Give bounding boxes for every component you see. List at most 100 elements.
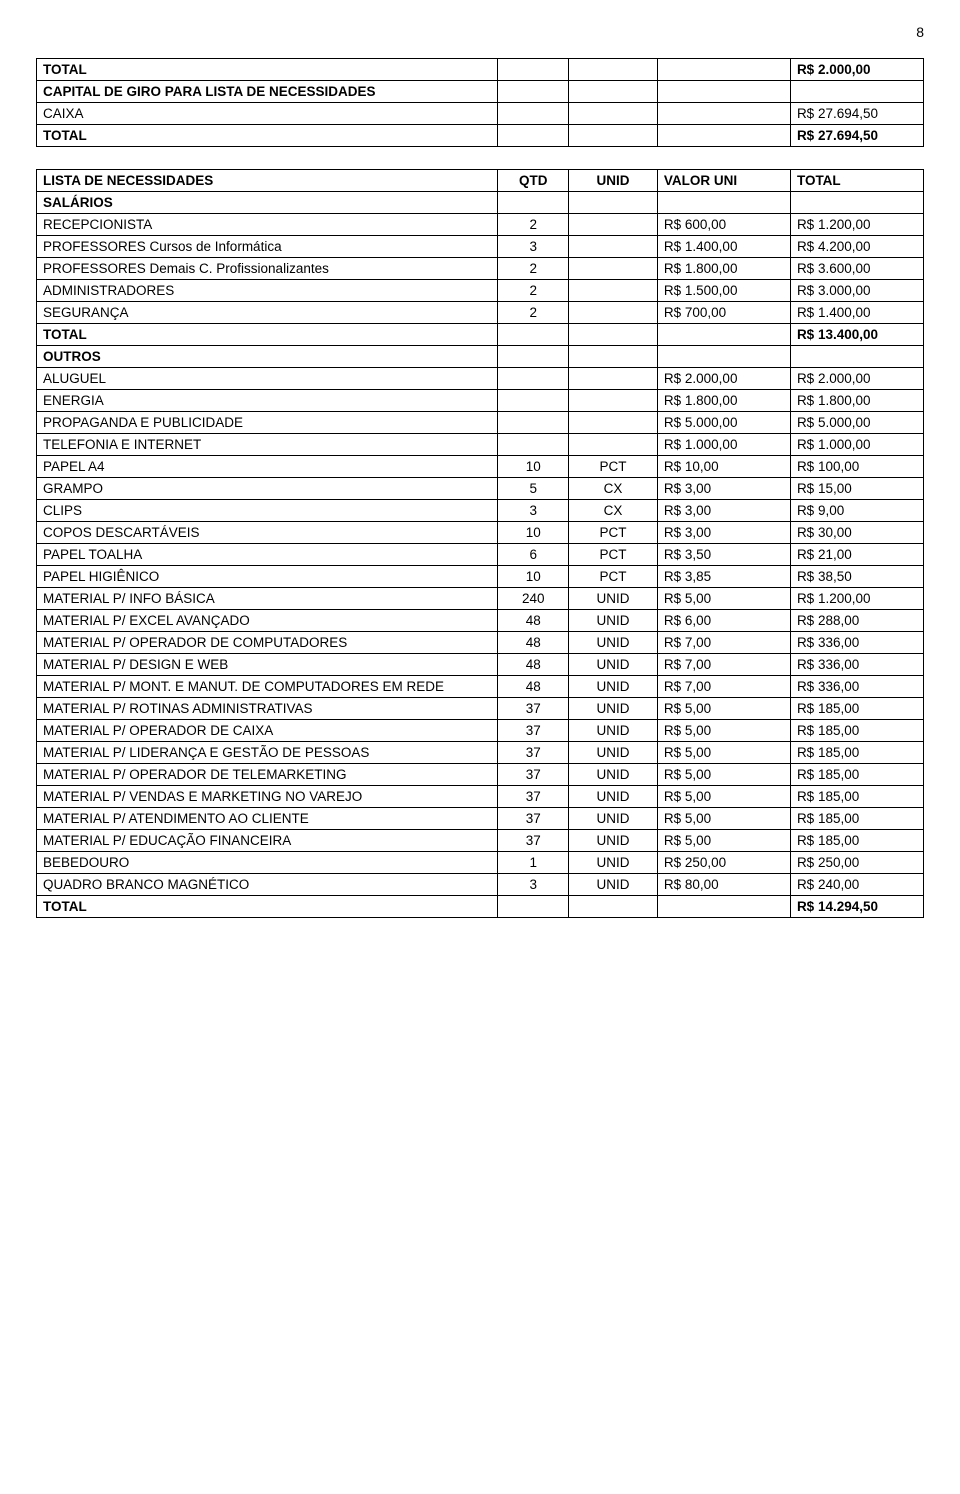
- table-cell: [657, 81, 790, 103]
- table-cell: 37: [498, 830, 569, 852]
- table-cell: PCT: [569, 522, 658, 544]
- table-cell: [569, 81, 658, 103]
- page-number: 8: [36, 24, 924, 40]
- table-cell: R$ 3,00: [657, 478, 790, 500]
- table-cell: [569, 280, 658, 302]
- table-cell: CX: [569, 478, 658, 500]
- table-cell: R$ 250,00: [790, 852, 923, 874]
- table-cell: R$ 1.200,00: [790, 588, 923, 610]
- table-cell: TOTAL: [37, 59, 498, 81]
- table-cell: [498, 346, 569, 368]
- table-cell: UNID: [569, 808, 658, 830]
- table-row: TOTALR$ 13.400,00: [37, 324, 924, 346]
- table-cell: ALUGUEL: [37, 368, 498, 390]
- table-cell: UNID: [569, 632, 658, 654]
- table-row: BEBEDOURO1UNIDR$ 250,00R$ 250,00: [37, 852, 924, 874]
- table-row: MATERIAL P/ VENDAS E MARKETING NO VAREJO…: [37, 786, 924, 808]
- table-cell: MATERIAL P/ LIDERANÇA E GESTÃO DE PESSOA…: [37, 742, 498, 764]
- table-row: PAPEL TOALHA6PCTR$ 3,50R$ 21,00: [37, 544, 924, 566]
- table-cell: UNID: [569, 720, 658, 742]
- table-cell: [569, 434, 658, 456]
- table-cell: UNID: [569, 610, 658, 632]
- table-row: PROFESSORES Cursos de Informática3R$ 1.4…: [37, 236, 924, 258]
- table-cell: PCT: [569, 544, 658, 566]
- table-cell: 1: [498, 852, 569, 874]
- table-cell: [498, 125, 569, 147]
- table-cell: R$ 5,00: [657, 698, 790, 720]
- table-cell: [790, 346, 923, 368]
- table-cell: [657, 125, 790, 147]
- table-cell: 48: [498, 676, 569, 698]
- table-cell: R$ 7,00: [657, 654, 790, 676]
- table-row: SALÁRIOS: [37, 192, 924, 214]
- table-cell: PAPEL A4: [37, 456, 498, 478]
- table-cell: R$ 185,00: [790, 720, 923, 742]
- table-cell: ADMINISTRADORES: [37, 280, 498, 302]
- table-cell: R$ 1.500,00: [657, 280, 790, 302]
- table-cell: [657, 192, 790, 214]
- header-unid: UNID: [569, 170, 658, 192]
- table-cell: MATERIAL P/ OPERADOR DE TELEMARKETING: [37, 764, 498, 786]
- table-row: MATERIAL P/ LIDERANÇA E GESTÃO DE PESSOA…: [37, 742, 924, 764]
- table-cell: 2: [498, 302, 569, 324]
- table-cell: R$ 5,00: [657, 786, 790, 808]
- table-cell: 10: [498, 456, 569, 478]
- table-cell: UNID: [569, 654, 658, 676]
- table-cell: R$ 3,00: [657, 522, 790, 544]
- table-row: TOTALR$ 14.294,50: [37, 896, 924, 918]
- table-cell: MATERIAL P/ DESIGN E WEB: [37, 654, 498, 676]
- table-cell: R$ 2.000,00: [790, 368, 923, 390]
- table-cell: [498, 390, 569, 412]
- table-cell: [498, 896, 569, 918]
- table-cell: CLIPS: [37, 500, 498, 522]
- table-cell: [569, 390, 658, 412]
- table-cell: R$ 3,85: [657, 566, 790, 588]
- table-cell: UNID: [569, 852, 658, 874]
- table-row: TOTALR$ 27.694,50: [37, 125, 924, 147]
- table-cell: 37: [498, 808, 569, 830]
- table-cell: MATERIAL P/ EDUCAÇÃO FINANCEIRA: [37, 830, 498, 852]
- table-cell: R$ 5,00: [657, 830, 790, 852]
- table-row: PAPEL HIGIÊNICO10PCTR$ 3,85R$ 38,50: [37, 566, 924, 588]
- table-cell: [569, 368, 658, 390]
- table-cell: 3: [498, 236, 569, 258]
- table-cell: PAPEL HIGIÊNICO: [37, 566, 498, 588]
- table-cell: [569, 59, 658, 81]
- table-cell: BEBEDOURO: [37, 852, 498, 874]
- table-cell: [498, 324, 569, 346]
- table-cell: [790, 192, 923, 214]
- table-cell: TELEFONIA E INTERNET: [37, 434, 498, 456]
- table-cell: R$ 1.000,00: [657, 434, 790, 456]
- table-cell: [569, 258, 658, 280]
- table-cell: MATERIAL P/ ATENDIMENTO AO CLIENTE: [37, 808, 498, 830]
- table-cell: R$ 336,00: [790, 654, 923, 676]
- table-cell: R$ 10,00: [657, 456, 790, 478]
- table-cell: UNID: [569, 764, 658, 786]
- table-cell: R$ 185,00: [790, 764, 923, 786]
- table-cell: UNID: [569, 698, 658, 720]
- table-cell: R$ 2.000,00: [790, 59, 923, 81]
- table-cell: R$ 5.000,00: [657, 412, 790, 434]
- table-cell: 37: [498, 742, 569, 764]
- table-cell: R$ 6,00: [657, 610, 790, 632]
- table-row: MATERIAL P/ OPERADOR DE TELEMARKETING37U…: [37, 764, 924, 786]
- table-cell: R$ 7,00: [657, 632, 790, 654]
- table-row: ENERGIAR$ 1.800,00R$ 1.800,00: [37, 390, 924, 412]
- table-cell: R$ 250,00: [657, 852, 790, 874]
- table-cell: R$ 5,00: [657, 808, 790, 830]
- table-cell: R$ 3,50: [657, 544, 790, 566]
- table-row: OUTROS: [37, 346, 924, 368]
- table-cell: R$ 27.694,50: [790, 125, 923, 147]
- table-cell: R$ 185,00: [790, 742, 923, 764]
- table-cell: [657, 346, 790, 368]
- table-row: MATERIAL P/ OPERADOR DE COMPUTADORES48UN…: [37, 632, 924, 654]
- table-cell: R$ 14.294,50: [790, 896, 923, 918]
- table-cell: R$ 1.400,00: [790, 302, 923, 324]
- table-cell: R$ 7,00: [657, 676, 790, 698]
- table-row: MATERIAL P/ ROTINAS ADMINISTRATIVAS37UNI…: [37, 698, 924, 720]
- table-cell: QUADRO BRANCO MAGNÉTICO: [37, 874, 498, 896]
- table-cell: R$ 38,50: [790, 566, 923, 588]
- table-cell: UNID: [569, 588, 658, 610]
- table-cell: [569, 192, 658, 214]
- table-cell: SEGURANÇA: [37, 302, 498, 324]
